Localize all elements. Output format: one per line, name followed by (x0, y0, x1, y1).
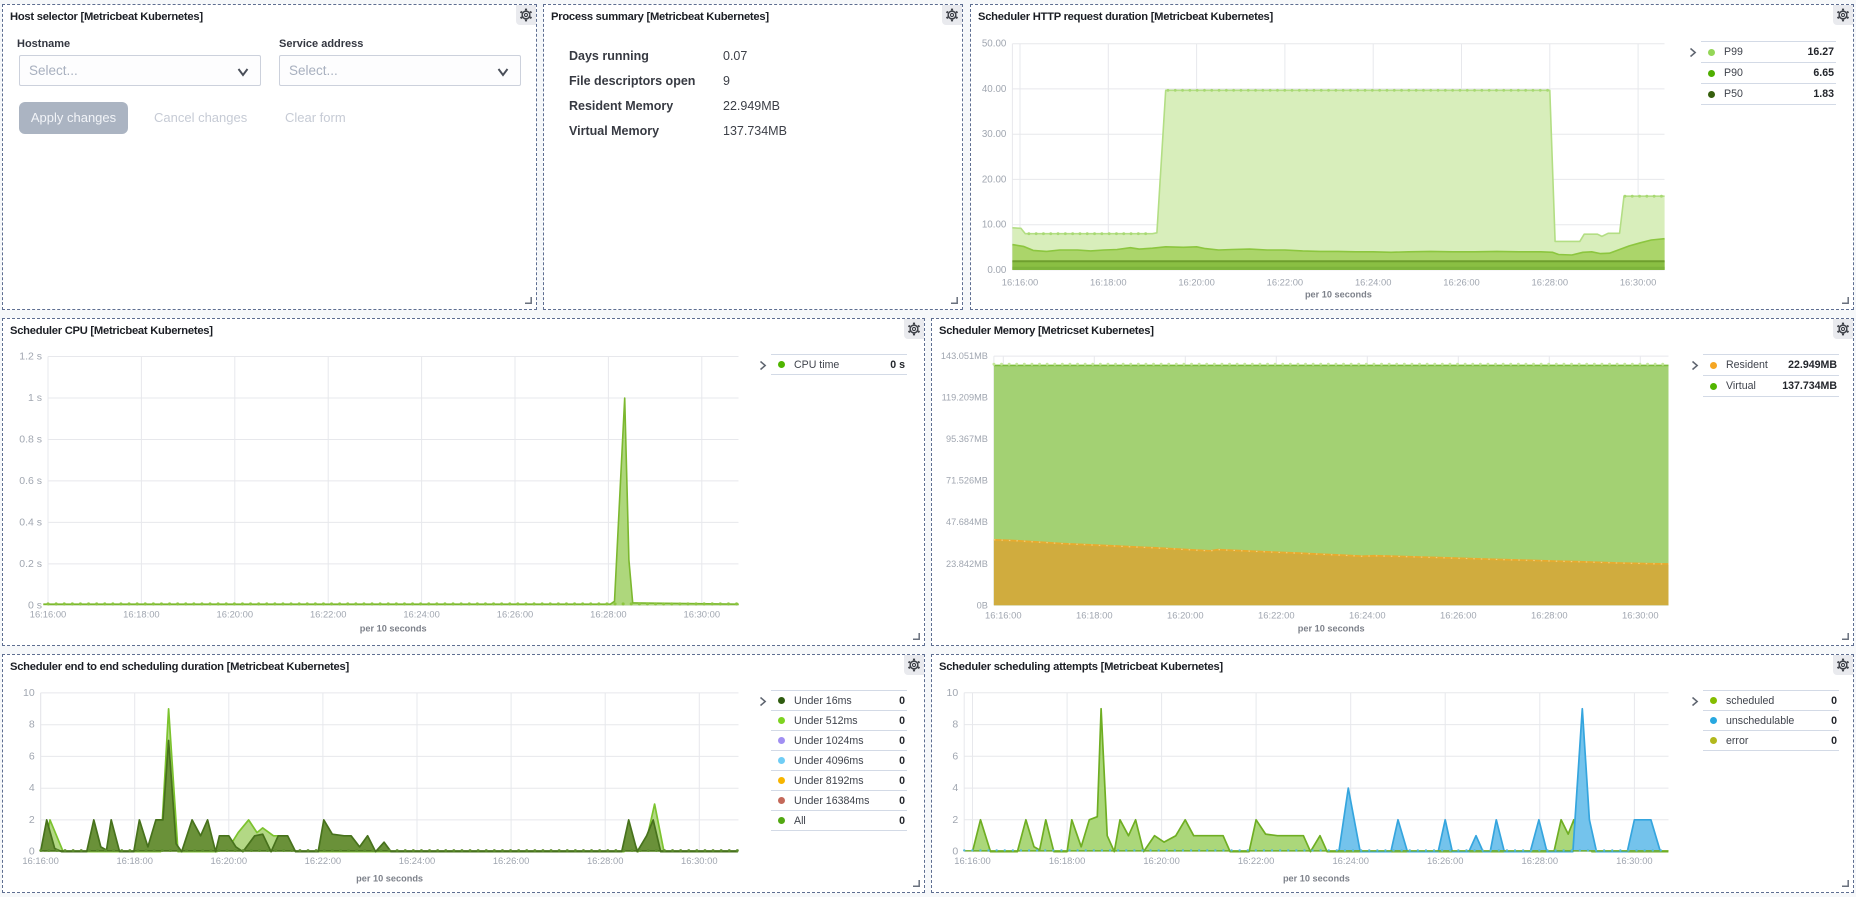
svg-text:16:24:00: 16:24:00 (1332, 855, 1369, 866)
svg-text:10.00: 10.00 (982, 220, 1007, 231)
svg-text:16:30:00: 16:30:00 (1622, 610, 1659, 621)
svg-text:16:24:00: 16:24:00 (1355, 277, 1392, 288)
svg-text:16:18:00: 16:18:00 (1049, 855, 1086, 866)
svg-text:0.2 s: 0.2 s (19, 558, 42, 570)
svg-text:23.842MB: 23.842MB (946, 559, 988, 569)
svg-text:16:20:00: 16:20:00 (1143, 855, 1180, 866)
svg-text:16:26:00: 16:26:00 (1427, 855, 1464, 866)
svg-text:71.526MB: 71.526MB (946, 476, 988, 486)
svg-text:16:30:00: 16:30:00 (1616, 855, 1653, 866)
svg-text:2: 2 (29, 814, 35, 826)
svg-text:16:22:00: 16:22:00 (305, 855, 342, 866)
svg-text:16:22:00: 16:22:00 (310, 609, 347, 620)
svg-text:119.209MB: 119.209MB (942, 393, 988, 403)
svg-text:16:16:00: 16:16:00 (985, 610, 1022, 621)
svg-text:16:26:00: 16:26:00 (493, 855, 530, 866)
svg-text:16:24:00: 16:24:00 (399, 855, 436, 866)
svg-text:16:20:00: 16:20:00 (217, 609, 254, 620)
svg-text:0B: 0B (977, 600, 988, 610)
svg-text:16:30:00: 16:30:00 (681, 855, 718, 866)
svg-text:6: 6 (29, 750, 35, 762)
svg-text:95.367MB: 95.367MB (946, 434, 988, 444)
svg-text:16:26:00: 16:26:00 (1440, 610, 1477, 621)
svg-text:16:18:00: 16:18:00 (1076, 610, 1113, 621)
svg-text:0 s: 0 s (28, 599, 42, 611)
svg-text:4: 4 (29, 782, 35, 794)
svg-text:8: 8 (952, 719, 958, 731)
svg-text:8: 8 (29, 719, 35, 731)
svg-text:0: 0 (29, 846, 35, 858)
svg-text:0.4 s: 0.4 s (19, 516, 42, 528)
svg-text:16:28:00: 16:28:00 (587, 855, 624, 866)
svg-text:per 10 seconds: per 10 seconds (1283, 874, 1350, 884)
svg-text:20.00: 20.00 (982, 174, 1007, 185)
svg-text:16:18:00: 16:18:00 (116, 855, 153, 866)
svg-text:16:28:00: 16:28:00 (1531, 610, 1568, 621)
svg-text:47.684MB: 47.684MB (946, 517, 988, 527)
svg-text:16:20:00: 16:20:00 (1167, 610, 1204, 621)
svg-text:0: 0 (952, 846, 958, 858)
svg-text:16:26:00: 16:26:00 (497, 609, 534, 620)
svg-text:16:18:00: 16:18:00 (1090, 277, 1127, 288)
svg-text:16:16:00: 16:16:00 (954, 855, 991, 866)
svg-text:per 10 seconds: per 10 seconds (1305, 290, 1372, 300)
svg-text:16:22:00: 16:22:00 (1238, 855, 1275, 866)
svg-text:16:16:00: 16:16:00 (1002, 277, 1039, 288)
svg-text:16:22:00: 16:22:00 (1267, 277, 1304, 288)
svg-text:0.00: 0.00 (987, 265, 1007, 276)
svg-text:per 10 seconds: per 10 seconds (360, 623, 427, 633)
svg-text:16:16:00: 16:16:00 (30, 609, 67, 620)
svg-text:16:16:00: 16:16:00 (22, 855, 59, 866)
svg-text:16:20:00: 16:20:00 (211, 855, 248, 866)
svg-text:10: 10 (947, 687, 959, 699)
svg-text:16:20:00: 16:20:00 (1178, 277, 1215, 288)
svg-text:16:28:00: 16:28:00 (590, 609, 627, 620)
svg-text:16:22:00: 16:22:00 (1258, 610, 1295, 621)
svg-text:16:28:00: 16:28:00 (1522, 855, 1559, 866)
svg-text:16:18:00: 16:18:00 (123, 609, 160, 620)
svg-text:50.00: 50.00 (982, 39, 1007, 50)
svg-text:16:30:00: 16:30:00 (1620, 277, 1657, 288)
svg-text:2: 2 (952, 814, 958, 826)
svg-text:0.8 s: 0.8 s (19, 434, 42, 446)
svg-text:1 s: 1 s (28, 392, 42, 404)
svg-text:per 10 seconds: per 10 seconds (1298, 623, 1365, 633)
svg-text:0.6 s: 0.6 s (19, 475, 42, 487)
svg-text:16:26:00: 16:26:00 (1443, 277, 1480, 288)
svg-text:6: 6 (952, 750, 958, 762)
svg-text:16:24:00: 16:24:00 (1349, 610, 1386, 621)
svg-text:143.051MB: 143.051MB (941, 351, 988, 361)
svg-text:1.2 s: 1.2 s (19, 351, 42, 363)
svg-text:16:24:00: 16:24:00 (403, 609, 440, 620)
svg-text:per 10 seconds: per 10 seconds (356, 874, 423, 884)
svg-text:16:30:00: 16:30:00 (684, 609, 721, 620)
svg-text:4: 4 (952, 782, 958, 794)
svg-text:10: 10 (23, 687, 35, 699)
svg-text:40.00: 40.00 (982, 84, 1007, 95)
svg-text:16:28:00: 16:28:00 (1532, 277, 1569, 288)
svg-text:30.00: 30.00 (982, 129, 1007, 140)
